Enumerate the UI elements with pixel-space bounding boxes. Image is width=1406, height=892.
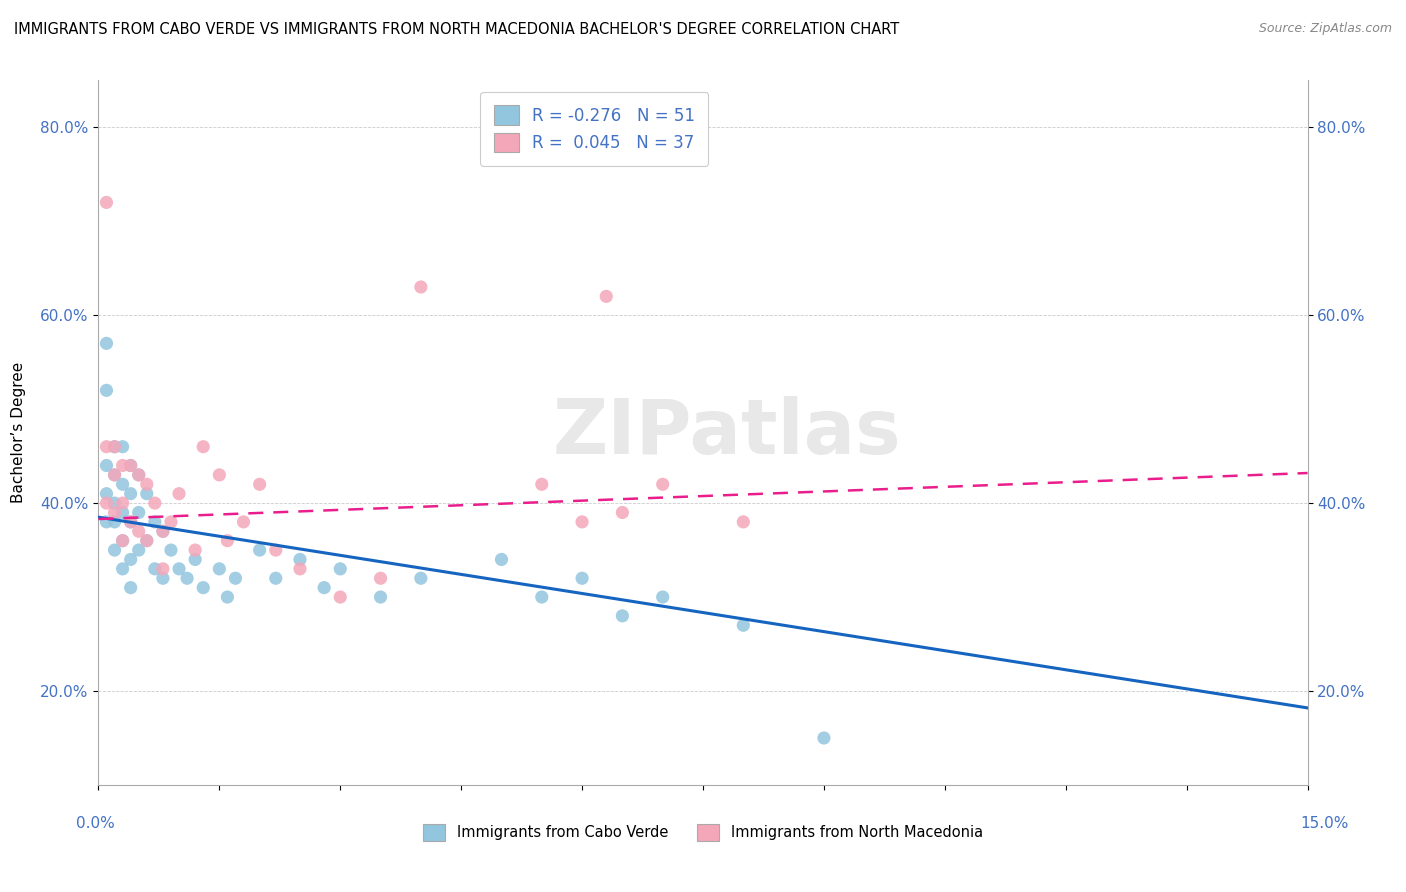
Point bbox=[103, 515, 125, 529]
Point bbox=[120, 458, 142, 473]
Point bbox=[152, 524, 174, 539]
Point bbox=[111, 440, 134, 454]
Point bbox=[264, 543, 287, 558]
Point bbox=[612, 506, 634, 520]
Point bbox=[152, 562, 174, 576]
Point bbox=[232, 515, 254, 529]
Point bbox=[96, 496, 118, 510]
Point bbox=[135, 477, 157, 491]
Point bbox=[111, 533, 134, 548]
Point bbox=[329, 562, 352, 576]
Point bbox=[96, 195, 118, 210]
Point bbox=[120, 515, 142, 529]
Point bbox=[120, 581, 142, 595]
Point bbox=[167, 486, 190, 500]
Point bbox=[813, 731, 835, 745]
Point bbox=[612, 608, 634, 623]
Point bbox=[208, 562, 231, 576]
Point bbox=[167, 562, 190, 576]
Text: 15.0%: 15.0% bbox=[1301, 816, 1348, 830]
Point bbox=[288, 562, 311, 576]
Text: IMMIGRANTS FROM CABO VERDE VS IMMIGRANTS FROM NORTH MACEDONIA BACHELOR'S DEGREE : IMMIGRANTS FROM CABO VERDE VS IMMIGRANTS… bbox=[14, 22, 900, 37]
Point bbox=[111, 458, 134, 473]
Point bbox=[103, 506, 125, 520]
Point bbox=[128, 467, 150, 482]
Point bbox=[160, 543, 183, 558]
Point bbox=[96, 336, 118, 351]
Point bbox=[120, 458, 142, 473]
Point bbox=[217, 533, 239, 548]
Point bbox=[111, 562, 134, 576]
Point bbox=[128, 524, 150, 539]
Point bbox=[96, 458, 118, 473]
Legend: Immigrants from Cabo Verde, Immigrants from North Macedonia: Immigrants from Cabo Verde, Immigrants f… bbox=[416, 817, 990, 848]
Point bbox=[128, 467, 150, 482]
Point bbox=[370, 590, 392, 604]
Point bbox=[103, 543, 125, 558]
Point bbox=[571, 571, 593, 585]
Point bbox=[193, 581, 215, 595]
Point bbox=[152, 524, 174, 539]
Point bbox=[264, 571, 287, 585]
Point bbox=[103, 496, 125, 510]
Y-axis label: Bachelor’s Degree: Bachelor’s Degree bbox=[11, 362, 27, 503]
Point bbox=[733, 618, 755, 632]
Point bbox=[288, 552, 311, 566]
Point bbox=[249, 477, 271, 491]
Point bbox=[96, 384, 118, 398]
Point bbox=[135, 533, 157, 548]
Point bbox=[530, 590, 553, 604]
Point bbox=[103, 440, 125, 454]
Point bbox=[571, 515, 593, 529]
Point bbox=[370, 571, 392, 585]
Point bbox=[143, 496, 166, 510]
Point bbox=[103, 440, 125, 454]
Point bbox=[135, 533, 157, 548]
Point bbox=[595, 289, 617, 303]
Point bbox=[733, 515, 755, 529]
Point bbox=[111, 506, 134, 520]
Point bbox=[96, 515, 118, 529]
Point bbox=[128, 506, 150, 520]
Point bbox=[120, 486, 142, 500]
Point bbox=[491, 552, 513, 566]
Point bbox=[314, 581, 336, 595]
Point bbox=[409, 571, 432, 585]
Point bbox=[103, 467, 125, 482]
Point bbox=[143, 562, 166, 576]
Point bbox=[651, 590, 673, 604]
Point bbox=[184, 543, 207, 558]
Point bbox=[409, 280, 432, 294]
Point bbox=[530, 477, 553, 491]
Point bbox=[184, 552, 207, 566]
Text: 0.0%: 0.0% bbox=[76, 816, 115, 830]
Point bbox=[111, 496, 134, 510]
Point bbox=[217, 590, 239, 604]
Point bbox=[96, 440, 118, 454]
Point bbox=[152, 571, 174, 585]
Point bbox=[160, 515, 183, 529]
Point bbox=[111, 533, 134, 548]
Point bbox=[193, 440, 215, 454]
Point bbox=[135, 486, 157, 500]
Point bbox=[143, 515, 166, 529]
Point bbox=[208, 467, 231, 482]
Text: ZIPatlas: ZIPatlas bbox=[553, 396, 901, 469]
Point bbox=[120, 552, 142, 566]
Point bbox=[96, 486, 118, 500]
Point bbox=[224, 571, 246, 585]
Point bbox=[103, 467, 125, 482]
Point bbox=[651, 477, 673, 491]
Point bbox=[120, 515, 142, 529]
Point bbox=[249, 543, 271, 558]
Point bbox=[176, 571, 198, 585]
Point bbox=[111, 477, 134, 491]
Text: Source: ZipAtlas.com: Source: ZipAtlas.com bbox=[1258, 22, 1392, 36]
Point bbox=[128, 543, 150, 558]
Point bbox=[329, 590, 352, 604]
